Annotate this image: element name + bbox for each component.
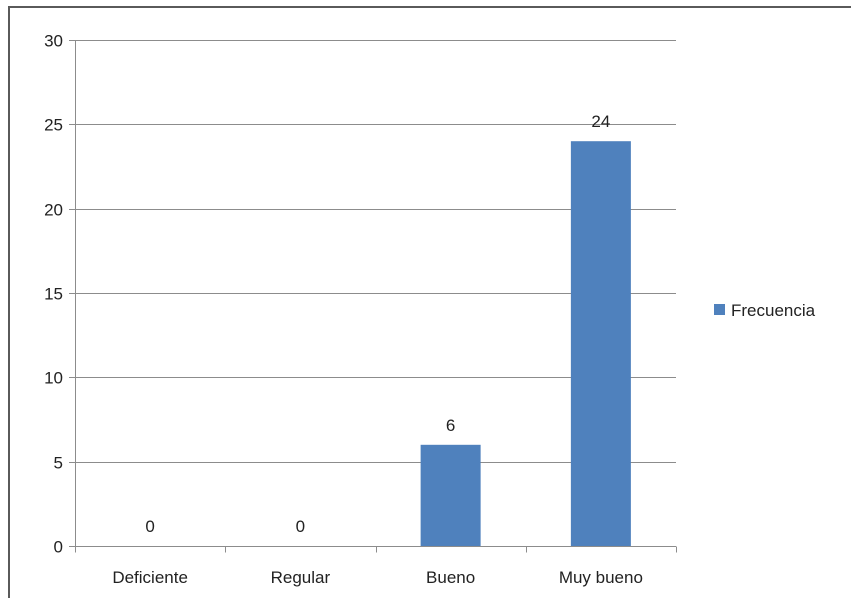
legend: Frecuencia [714, 301, 816, 320]
x-axis-category-labels: Deficiente Regular Bueno Muy bueno [112, 568, 643, 587]
data-label: 0 [145, 517, 154, 536]
bars [420, 141, 631, 546]
y-tick-label: 10 [44, 369, 63, 388]
data-label: 24 [591, 112, 610, 131]
data-labels: 0 0 6 24 [145, 112, 610, 536]
y-tick-label: 5 [54, 454, 63, 473]
y-tick-label: 20 [44, 201, 63, 220]
bar [420, 444, 481, 546]
y-tick-label: 25 [44, 116, 63, 135]
bar [570, 141, 631, 546]
y-tick-label: 15 [44, 285, 63, 304]
legend-swatch [714, 304, 725, 315]
y-tick-label: 30 [44, 32, 63, 51]
data-label: 0 [296, 517, 305, 536]
x-category-label: Bueno [426, 568, 475, 587]
legend-label: Frecuencia [731, 301, 816, 320]
y-axis-tick-labels: 0 5 10 15 20 25 30 [44, 32, 63, 557]
x-category-label: Regular [271, 568, 331, 587]
x-category-label: Deficiente [112, 568, 188, 587]
axes [69, 40, 677, 553]
data-label: 6 [446, 416, 455, 435]
y-tick-label: 0 [54, 538, 63, 557]
x-category-label: Muy bueno [559, 568, 643, 587]
